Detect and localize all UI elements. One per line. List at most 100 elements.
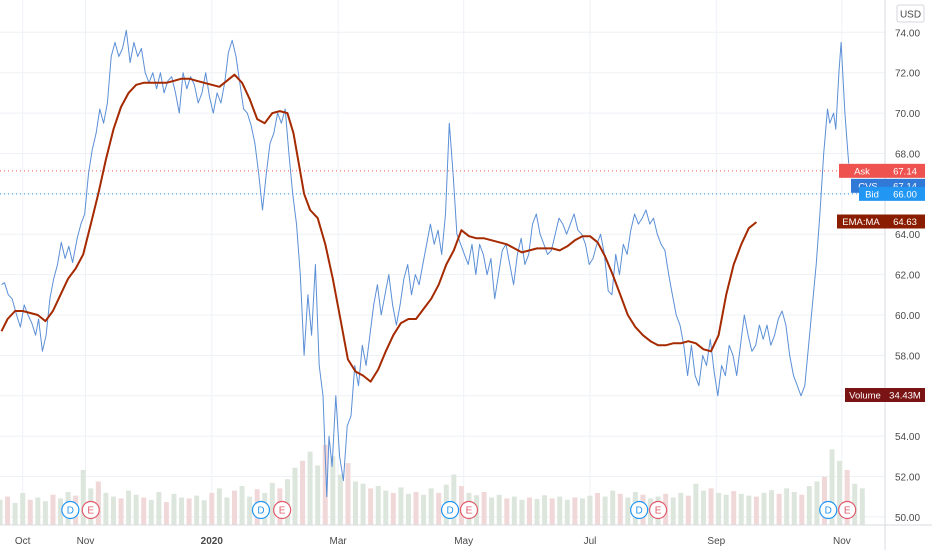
earnings-icon[interactable] (838, 500, 857, 520)
event-letter: E (655, 506, 662, 517)
earnings-marker[interactable]: E (838, 500, 857, 520)
volume-bar (300, 460, 306, 525)
dividend-icon[interactable] (819, 500, 838, 520)
x-tick-label: Nov (833, 536, 851, 547)
volume-bar (708, 488, 714, 525)
volume-bar (519, 499, 525, 525)
bid-badge: Bid 66.00 (859, 186, 925, 201)
volume-bar (118, 498, 124, 525)
volume-bar (821, 476, 827, 525)
volume-bar (844, 470, 850, 525)
volume-bar (5, 496, 11, 525)
volume-bar (784, 488, 790, 525)
volume-bar (564, 499, 570, 525)
earnings-marker[interactable]: E (273, 500, 292, 520)
bid-value-bg (885, 186, 925, 201)
volume-bar (330, 456, 336, 525)
volume-bar (247, 496, 253, 525)
volume-bar (50, 494, 56, 525)
volume-bar (542, 495, 548, 525)
volume-bar (700, 490, 706, 525)
currency-label: USD (900, 10, 921, 21)
volume-bar (148, 499, 154, 525)
x-tick-label: May (454, 536, 473, 547)
volume-bar (80, 470, 86, 525)
volume-bar (799, 494, 805, 525)
volume-bar (110, 496, 116, 525)
volume-bar (133, 494, 139, 525)
x-axis[interactable]: Oct Nov 2020 Mar May Jul Sep Nov (0, 524, 932, 547)
ema-badge: EMA:MA 64.63 (837, 214, 925, 229)
volume-bar (579, 498, 585, 525)
ask-badge-label: Ask (854, 166, 870, 177)
dividend-marker[interactable]: D (630, 500, 649, 520)
y-tick-label: 60.00 (895, 311, 920, 322)
volume-bar (0, 499, 3, 525)
earnings-marker[interactable]: E (648, 500, 668, 520)
volume-bar (20, 492, 26, 525)
dividend-marker[interactable]: D (819, 500, 838, 520)
volume-value: 34.43M (889, 391, 921, 402)
volume-bar (610, 490, 616, 525)
earnings-marker[interactable]: E (459, 500, 479, 520)
event-letter: E (87, 506, 94, 517)
earnings-icon[interactable] (648, 500, 668, 520)
volume-bar (231, 490, 237, 525)
earnings-icon[interactable] (81, 500, 100, 520)
y-tick-label: 72.00 (895, 69, 920, 80)
volume-bar (806, 486, 812, 525)
volume-bar (723, 494, 729, 525)
bid-value: 66.00 (893, 189, 917, 200)
volume-bar (776, 493, 782, 525)
volume-bar (126, 490, 132, 525)
volume-bar (269, 482, 275, 525)
currency-button[interactable]: USD (896, 4, 925, 23)
volume-bar (761, 492, 767, 525)
bid-label: Bid (865, 189, 879, 200)
volume-histogram (0, 444, 865, 525)
earnings-marker[interactable]: E (81, 500, 100, 520)
x-tick-label: 2020 (201, 536, 224, 547)
volume-bar (156, 492, 162, 525)
y-axis[interactable]: 74.00 72.00 70.00 68.00 66.00 64.00 62.00 60.00… (884, 0, 920, 550)
last-price-label: CVS (858, 181, 878, 192)
volume-bar (360, 483, 366, 525)
earnings-icon[interactable] (273, 500, 292, 520)
ask-badge: Ask 67.14 (839, 163, 925, 178)
dividend-icon[interactable] (251, 500, 271, 520)
volume-bar (451, 474, 457, 525)
volume-bar (625, 497, 631, 525)
volume-bar (602, 496, 608, 525)
ema-value-bg (885, 214, 925, 229)
earnings-icon[interactable] (459, 500, 479, 520)
volume-bar (141, 497, 147, 525)
volume-bar (353, 481, 359, 525)
x-tick-label: Jul (584, 536, 597, 547)
volume-bar (186, 498, 192, 525)
volume-bar (292, 467, 298, 525)
volume-bar (678, 492, 684, 525)
volume-bar (436, 492, 442, 525)
volume-bar (837, 460, 843, 525)
volume-bar (216, 488, 222, 525)
volume-bar (716, 492, 722, 525)
volume-bar (428, 488, 434, 525)
volume-bar (95, 481, 101, 525)
y-tick-label: 50.00 (895, 513, 920, 524)
volume-bar (738, 493, 744, 525)
dividend-marker[interactable]: D (440, 500, 460, 520)
dividend-marker[interactable]: D (251, 500, 271, 520)
volume-bar (35, 497, 41, 525)
dividend-icon[interactable] (630, 500, 649, 520)
dividend-icon[interactable] (440, 500, 460, 520)
dividend-icon[interactable] (61, 500, 80, 520)
volume-bar (12, 503, 18, 525)
volume-bar (859, 488, 865, 525)
volume-bar (194, 495, 200, 525)
dividend-marker[interactable]: D (61, 500, 80, 520)
y-tick-label: 70.00 (895, 109, 920, 120)
x-tick-label: Oct (15, 536, 31, 547)
